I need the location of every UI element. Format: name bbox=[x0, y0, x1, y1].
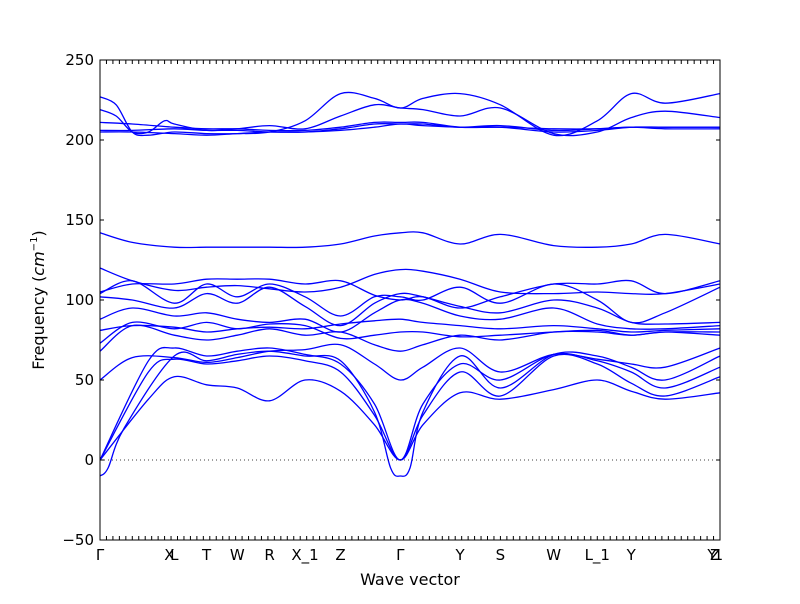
band-line-18 bbox=[99, 103, 721, 137]
band-line-14 bbox=[99, 231, 721, 249]
band-line-11 bbox=[99, 280, 721, 324]
band-line-9 bbox=[99, 298, 721, 333]
x-tick-label: Γ bbox=[396, 546, 405, 564]
y-axis-label: Frequency (cm−1) bbox=[29, 230, 48, 369]
y-tick-label: 0 bbox=[84, 451, 94, 469]
band-line-8 bbox=[99, 318, 721, 333]
band-line-2 bbox=[99, 353, 721, 461]
band-line-19 bbox=[99, 91, 721, 137]
y-tick-label: 200 bbox=[65, 131, 94, 149]
y-axis-ticks: −50 0 50 100 150 200 250 bbox=[62, 51, 720, 549]
y-tick-label: 250 bbox=[65, 51, 94, 69]
x-tick-label: W bbox=[546, 546, 561, 564]
band-line-13 bbox=[99, 267, 721, 296]
band-line-10 bbox=[99, 286, 721, 327]
y-tick-label: 100 bbox=[65, 291, 94, 309]
band-line-7 bbox=[99, 321, 721, 344]
y-axis-label-unit: cm bbox=[29, 251, 48, 275]
band-line-6 bbox=[99, 324, 721, 352]
x-tick-label: Γ bbox=[96, 546, 105, 564]
x-tick-label: L_1 bbox=[585, 546, 610, 565]
y-tick-label: −50 bbox=[62, 531, 94, 549]
y-axis-label-text: Frequency ( bbox=[29, 276, 48, 370]
band-line-15 bbox=[99, 123, 720, 136]
y-axis-label-close: ) bbox=[29, 230, 48, 236]
y-tick-label: 50 bbox=[75, 371, 94, 389]
x-tick-label: L bbox=[170, 546, 179, 564]
band-line-17 bbox=[99, 121, 720, 132]
x-tick-label: R bbox=[264, 546, 274, 564]
x-tick-label: T bbox=[201, 546, 212, 564]
series-layer bbox=[99, 91, 721, 477]
band-line-4 bbox=[99, 350, 721, 477]
x-tick-label: 1 bbox=[714, 546, 724, 564]
x-axis-ticks: Γ XL T W R X_1 Z Γ Y S W L_1 Y YZ1 bbox=[96, 60, 723, 565]
band-line-12 bbox=[99, 278, 721, 309]
band-line-1 bbox=[99, 375, 721, 461]
y-axis-label-exponent: −1 bbox=[29, 237, 40, 252]
x-tick-label: Y bbox=[454, 546, 465, 564]
x-axis-label: Wave vector bbox=[360, 570, 460, 589]
x-tick-label: S bbox=[496, 546, 506, 564]
x-tick-label: Z bbox=[710, 546, 720, 564]
band-line-3 bbox=[99, 346, 721, 461]
x-tick-label: Z bbox=[335, 546, 345, 564]
x-tick-label: Y bbox=[626, 546, 637, 564]
y-tick-label: 150 bbox=[65, 211, 94, 229]
x-tick-label: X bbox=[164, 546, 174, 564]
x-tick-label: Y bbox=[706, 546, 717, 564]
band-line-5 bbox=[99, 343, 721, 381]
x-tick-label: W bbox=[230, 546, 245, 564]
x-tick-label: X_1 bbox=[291, 546, 318, 565]
